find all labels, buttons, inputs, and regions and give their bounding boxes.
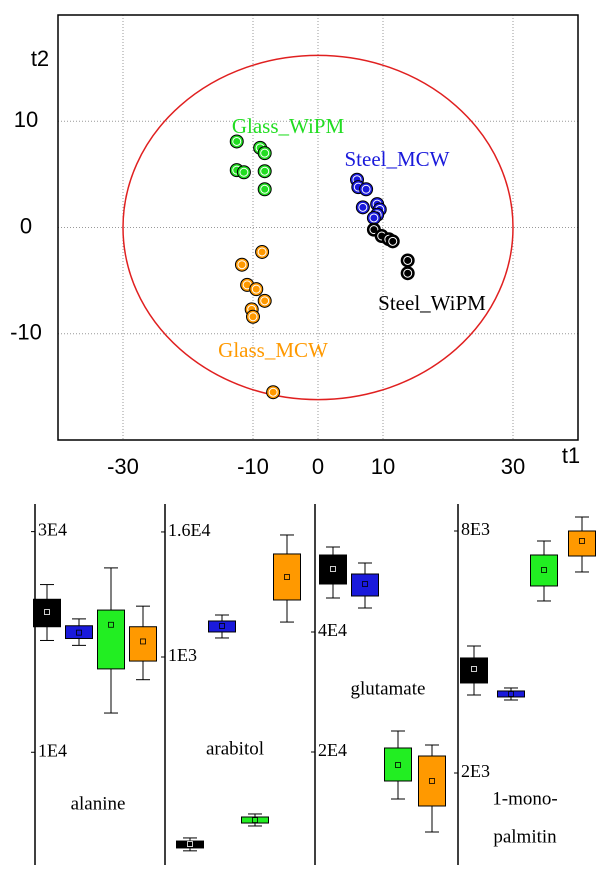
point-highlight <box>369 225 379 235</box>
box <box>351 573 379 597</box>
point-highlight <box>237 260 247 270</box>
y-tick-label: 0 <box>20 213 32 238</box>
box <box>497 690 525 698</box>
x-axis-label: t1 <box>562 443 580 468</box>
y-tick-label: 1.6E4 <box>168 520 211 540</box>
box <box>33 598 61 628</box>
y-tick-label: 2E4 <box>318 740 347 760</box>
score-point <box>257 293 272 308</box>
x-tick-label: -10 <box>237 454 269 479</box>
median-marker <box>330 566 336 572</box>
point-highlight <box>239 167 249 177</box>
variable-label: palmitin <box>493 826 557 847</box>
score-point <box>236 165 251 180</box>
median-marker <box>252 817 258 823</box>
box <box>384 747 412 782</box>
median-marker <box>219 623 225 629</box>
box <box>418 755 446 807</box>
box <box>176 840 204 849</box>
median-marker <box>429 778 435 784</box>
box <box>319 554 347 585</box>
box <box>208 620 236 633</box>
score-point <box>234 257 249 272</box>
median-marker <box>76 629 82 636</box>
point-highlight <box>403 268 413 278</box>
y-tick-label: 8E3 <box>461 519 490 539</box>
box <box>460 657 488 684</box>
variable-label: alanine <box>71 793 126 814</box>
y-tick-label: -10 <box>10 320 42 345</box>
point-highlight <box>260 166 270 176</box>
median-marker <box>395 762 401 768</box>
median-marker <box>140 638 146 645</box>
score-point <box>257 164 272 179</box>
score-point <box>255 244 270 259</box>
point-highlight <box>369 213 379 223</box>
box <box>65 625 93 640</box>
point-highlight <box>260 148 270 158</box>
score-point <box>266 385 281 400</box>
median-marker <box>508 691 514 697</box>
point-highlight <box>403 255 413 265</box>
point-highlight <box>268 387 278 397</box>
y-tick-label: 2E3 <box>461 761 490 781</box>
group-label: Glass_MCW <box>218 338 328 362</box>
median-marker <box>362 581 368 587</box>
x-tick-label: 30 <box>501 454 525 479</box>
score-point <box>400 266 415 281</box>
variable-label: glutamate <box>351 678 426 699</box>
score-point <box>385 234 400 249</box>
box <box>97 609 125 670</box>
box <box>530 554 558 587</box>
box <box>568 530 596 557</box>
point-highlight <box>260 184 270 194</box>
box <box>273 553 301 601</box>
score-point <box>257 146 272 161</box>
median-marker <box>579 538 585 544</box>
score-point <box>359 182 374 197</box>
group-label: Glass_WiPM <box>232 114 345 138</box>
point-highlight <box>257 247 267 257</box>
point-highlight <box>260 296 270 306</box>
score-point <box>366 210 381 225</box>
point-highlight <box>361 184 371 194</box>
plot-frame <box>57 14 579 441</box>
group-label: Steel_WiPM <box>378 291 486 315</box>
variable-label: arabitol <box>206 738 264 759</box>
median-marker <box>541 567 547 573</box>
confidence-ellipse <box>122 54 514 401</box>
score-point <box>229 134 244 149</box>
point-highlight <box>251 284 261 294</box>
y-tick-label: 1E4 <box>38 740 67 760</box>
score-point <box>257 182 272 197</box>
variable-label: 1-mono- <box>492 788 557 809</box>
score-point <box>246 309 260 324</box>
box <box>241 816 269 824</box>
x-tick-label: -30 <box>107 454 139 479</box>
point-highlight <box>232 136 242 146</box>
median-marker <box>471 666 477 672</box>
median-marker <box>284 574 290 580</box>
x-tick-label: 0 <box>312 454 324 479</box>
y-tick-label: 4E4 <box>318 620 347 640</box>
point-highlight <box>358 202 368 212</box>
point-highlight <box>388 236 398 246</box>
group-label: Steel_MCW <box>345 147 450 171</box>
y-tick-label: 1E3 <box>168 645 197 665</box>
point-highlight <box>248 312 258 322</box>
score-point <box>249 282 264 297</box>
x-tick-label: 10 <box>371 454 395 479</box>
score-point <box>400 253 415 268</box>
y-tick-label: 10 <box>14 107 38 132</box>
score-point <box>355 200 370 215</box>
y-tick-label: 3E4 <box>38 520 67 540</box>
median-marker <box>187 841 193 847</box>
median-marker <box>44 609 50 615</box>
median-marker <box>108 621 114 628</box>
y-axis-label: t2 <box>31 46 49 71</box>
